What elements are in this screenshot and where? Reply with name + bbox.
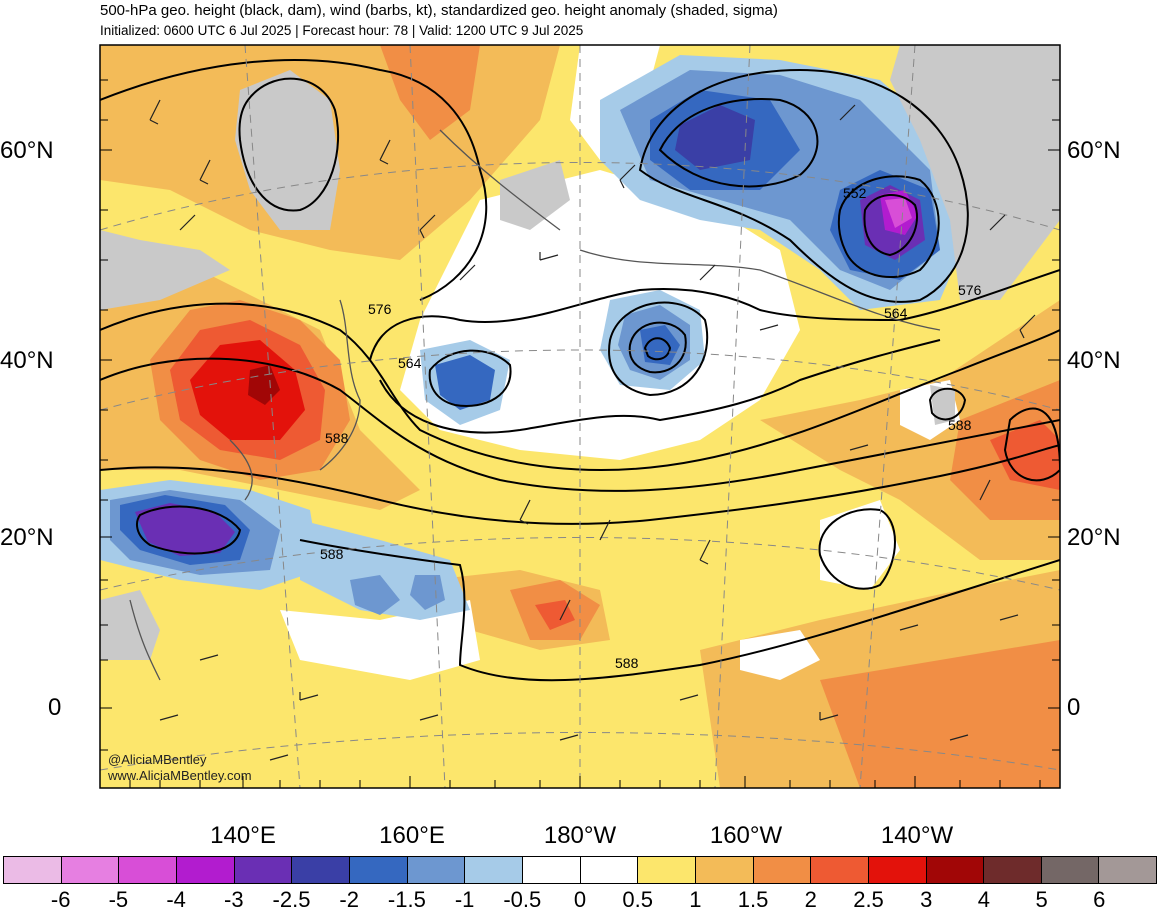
lon-label-160e: 160°E [379, 822, 445, 849]
colorbar-label: -4 [166, 887, 186, 912]
page-subtitle: Initialized: 0600 UTC 6 Jul 2025 | Forec… [100, 23, 584, 38]
colorbar-label: 5 [1035, 887, 1048, 912]
colorbar-label: 6 [1093, 887, 1106, 912]
colorbar-label: -6 [50, 887, 71, 912]
colorbar [3, 856, 1157, 884]
colorbar-label: -0.5 [503, 887, 542, 912]
contour-label: 588 [948, 417, 972, 433]
colorbar-swatch [695, 857, 754, 883]
lat-label-40n-left: 40°N [0, 347, 54, 374]
contour-label: 588 [320, 546, 344, 562]
colorbar-swatch [638, 857, 696, 883]
lat-label-0-right: 0 [1067, 694, 1081, 721]
colorbar-label: 0 [573, 887, 587, 912]
colorbar-swatch [465, 857, 523, 883]
contour-label: 576 [368, 301, 392, 317]
contour-label: 564 [884, 305, 908, 321]
colorbar-label: 0.5 [622, 887, 653, 912]
contour-label: 576 [958, 282, 982, 298]
colorbar-swatch [1099, 857, 1157, 883]
lat-label-60n-left: 60°N [0, 137, 54, 164]
lon-label-140w: 140°W [880, 822, 954, 849]
colorbar-swatch [119, 857, 177, 883]
colorbar-swatch [926, 857, 985, 883]
colorbar-label: -2.5 [272, 887, 311, 912]
colorbar-swatch [292, 857, 350, 883]
colorbar-swatch [580, 857, 639, 883]
colorbar-label: 1 [689, 887, 702, 912]
colorbar-swatch [407, 857, 466, 883]
colorbar-swatch [234, 857, 293, 883]
lat-label-20n-left: 20°N [0, 524, 54, 551]
contour-label: 588 [325, 430, 349, 446]
lat-label-60n-right: 60°N [1067, 137, 1121, 164]
colorbar-swatch [868, 857, 927, 883]
colorbar-swatch [811, 857, 869, 883]
colorbar-label: 2.5 [853, 887, 884, 912]
colorbar-label: 4 [977, 887, 991, 912]
lat-label-20n-right: 20°N [1067, 524, 1121, 551]
watermark-handle: @AliciaMBentley [108, 752, 207, 767]
colorbar-label: 2 [804, 887, 817, 912]
page-title: 500-hPa geo. height (black, dam), wind (… [100, 2, 778, 19]
watermark-site: www.AliciaMBentley.com [108, 768, 252, 783]
lon-label-160w: 160°W [709, 822, 783, 849]
lat-label-0-left: 0 [48, 694, 62, 721]
colorbar-swatch [61, 857, 120, 883]
contour-label: 588 [615, 655, 639, 671]
colorbar-label: -3 [224, 887, 244, 912]
contour-label: 552 [843, 185, 867, 201]
colorbar-label: -1 [454, 887, 475, 912]
colorbar-label: 3 [920, 887, 933, 912]
colorbar-swatch [4, 857, 62, 883]
colorbar-label: -1.5 [387, 887, 426, 912]
colorbar-swatch [176, 857, 235, 883]
colorbar-swatch [349, 857, 408, 883]
map-panel: 576 564 588 588 552 564 576 588 588 [100, 45, 1060, 788]
colorbar-label: 1.5 [737, 887, 769, 912]
lon-label-180w: 180°W [543, 822, 617, 849]
colorbar-label: -5 [108, 887, 129, 912]
colorbar-swatch [753, 857, 812, 883]
lon-label-140e: 140°E [210, 822, 276, 849]
colorbar-swatch [522, 857, 581, 883]
lat-label-40n-right: 40°N [1067, 347, 1121, 374]
colorbar-swatch [1041, 857, 1100, 883]
colorbar-label: -2 [339, 887, 359, 912]
colorbar-swatch [984, 857, 1042, 883]
contour-label: 564 [398, 355, 422, 371]
